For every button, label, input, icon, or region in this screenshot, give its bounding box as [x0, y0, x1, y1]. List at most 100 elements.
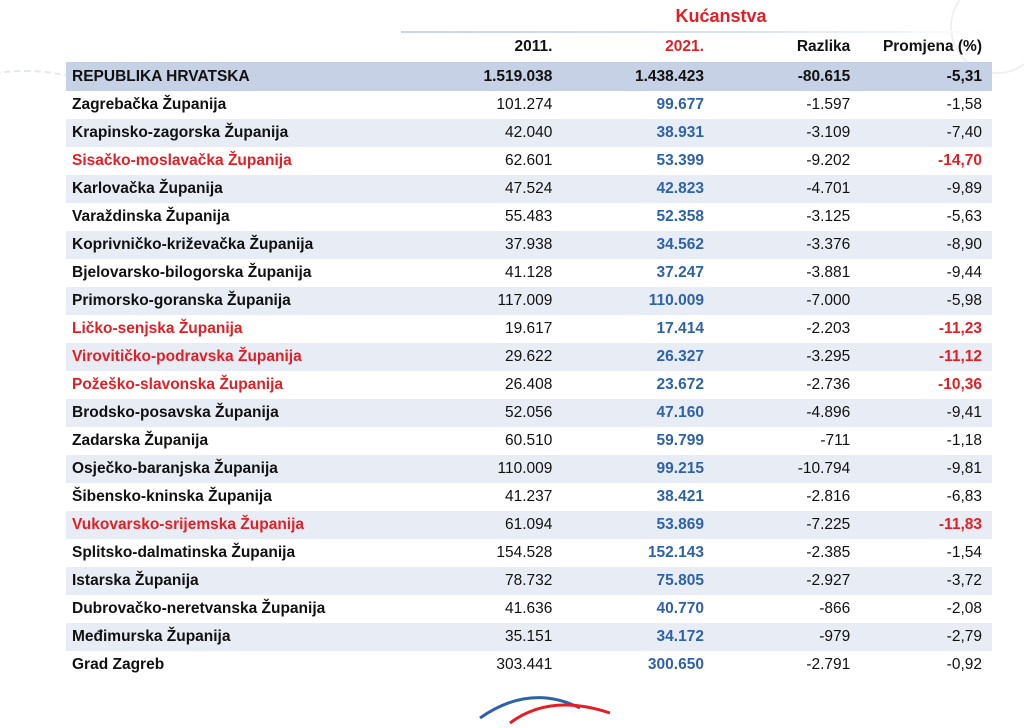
- value-promjena: -9,41: [860, 399, 992, 427]
- value-2011: 37.938: [416, 231, 563, 259]
- county-name: Ličko-senjska Županija: [72, 320, 243, 337]
- value-razlika: -9.202: [806, 152, 851, 169]
- county-name: Brodsko-posavska Županija: [66, 399, 417, 427]
- value-razlika: -2.736: [806, 376, 851, 393]
- value-2021: 38.421: [656, 488, 704, 505]
- value-promjena: -2,79: [860, 623, 992, 651]
- table-row: Međimurska Županija 35.151 34.172 -979 -2,79: [66, 623, 992, 651]
- column-header-2021: 2021.: [665, 38, 704, 55]
- value-promjena: -11,12: [860, 343, 992, 371]
- value-2011: 19.617: [505, 320, 553, 337]
- value-razlika: -979: [713, 623, 861, 651]
- value-razlika: -7.000: [713, 287, 861, 315]
- total-name: REPUBLIKA HRVATSKA: [66, 62, 417, 91]
- value-promjena: -3,72: [860, 567, 992, 595]
- value-promjena: -9,81: [860, 455, 992, 483]
- group-header: Kućanstva: [66, 2, 992, 33]
- total-pct: -5,31: [860, 62, 992, 91]
- value-2021: 53.869: [562, 511, 714, 539]
- value-promjena: -1,18: [946, 432, 982, 449]
- value-2021: 99.677: [656, 96, 704, 113]
- county-name: Varaždinska Županija: [72, 208, 230, 225]
- table-row: Bjelovarsko-bilogorska Županija 41.128 37.…: [66, 259, 992, 287]
- value-2021: 59.799: [656, 432, 704, 449]
- county-name: Karlovačka Županija: [66, 175, 417, 203]
- value-2011: 41.636: [505, 600, 553, 617]
- value-razlika: -711: [820, 432, 851, 449]
- value-2011: 52.056: [416, 399, 563, 427]
- value-2011: 78.732: [416, 567, 563, 595]
- table-row: Koprivničko-križevačka Županija 37.938 34.…: [66, 231, 992, 259]
- value-promjena: -1,54: [946, 544, 982, 561]
- county-name: Osječko-baranjska Županija: [66, 455, 417, 483]
- total-row: REPUBLIKA HRVATSKA 1.519.038 1.438.423 -…: [66, 62, 992, 91]
- value-promjena: -14,70: [938, 152, 982, 169]
- value-promjena: -11,23: [938, 320, 982, 337]
- value-2021: 34.562: [562, 231, 714, 259]
- value-promjena: -0,92: [946, 656, 982, 673]
- group-header-rule: [401, 31, 992, 33]
- value-2011: 41.237: [505, 488, 553, 505]
- value-2021: 17.414: [656, 320, 704, 337]
- table-row: Karlovačka Županija 47.524 42.823 -4.701 -9,…: [66, 175, 992, 203]
- column-header-name: [66, 32, 416, 62]
- value-2011: 154.528: [496, 544, 553, 561]
- table-row: Požeško-slavonska Županija 26.408 23.672 -2…: [66, 371, 992, 399]
- value-2011: 29.622: [416, 343, 563, 371]
- value-promjena: -1,58: [946, 96, 982, 113]
- value-promjena: -9,44: [946, 264, 982, 281]
- county-name: Virovitičko-podravska Županija: [66, 343, 417, 371]
- value-razlika: -4.701: [713, 175, 861, 203]
- value-razlika: -2.791: [806, 656, 851, 673]
- value-2021: 42.823: [562, 175, 714, 203]
- table-row: Grad Zagreb 303.441 300.650 -2.791 -0,92: [66, 651, 992, 679]
- table-row: Primorsko-goranska Županija 117.009 110.00…: [66, 287, 992, 315]
- table-row: Dubrovačko-neretvanska Županija 41.636 40.…: [66, 595, 992, 623]
- table-row: Osječko-baranjska Županija 110.009 99.215-…: [66, 455, 992, 483]
- value-razlika: -3.295: [713, 343, 861, 371]
- value-2011: 303.441: [496, 656, 553, 673]
- value-2021: 75.805: [562, 567, 714, 595]
- table-row: Brodsko-posavska Županija 52.056 47.160 -4.…: [66, 399, 992, 427]
- value-razlika: -2.203: [806, 320, 851, 337]
- county-name: Požeško-slavonska Županija: [72, 376, 284, 393]
- value-2021: 37.247: [656, 264, 704, 281]
- county-name: Šibensko-kninska Županija: [72, 488, 272, 505]
- value-promjena: -10,36: [938, 376, 982, 393]
- value-razlika: -2.816: [806, 488, 851, 505]
- value-2021: 26.327: [562, 343, 714, 371]
- value-razlika: -7.225: [713, 511, 861, 539]
- background-swoosh-left: [0, 70, 90, 112]
- households-table: 2011. 2021. Razlika Promjena (%) REPUBLI…: [66, 32, 992, 679]
- table-row: Ličko-senjska Županija 19.617 17.414 -2.203…: [66, 315, 992, 343]
- value-2011: 61.094: [416, 511, 563, 539]
- column-header-row: 2011. 2021. Razlika Promjena (%): [66, 32, 992, 62]
- value-2021: 47.160: [562, 399, 714, 427]
- county-name: Bjelovarsko-bilogorska Županija: [72, 264, 312, 281]
- table-row: Varaždinska Županija 55.483 52.358 -3.125 -5…: [66, 203, 992, 231]
- value-2021: 40.770: [656, 600, 704, 617]
- table-row: Krapinsko-zagorska Županija 42.040 38.931-…: [66, 119, 992, 147]
- column-header-promjena: Promjena (%): [882, 38, 982, 55]
- county-name: Krapinsko-zagorska Županija: [66, 119, 417, 147]
- value-promjena: -6,83: [946, 488, 982, 505]
- county-name: Grad Zagreb: [72, 656, 165, 673]
- value-promjena: -5,63: [946, 208, 982, 225]
- table-row: Istarska Županija 78.732 75.805 -2.927 -3,72: [66, 567, 992, 595]
- column-header-2011: 2011.: [514, 38, 553, 55]
- table-row: Virovitičko-podravska Županija 29.622 26.3…: [66, 343, 992, 371]
- group-title: Kućanstva: [675, 6, 767, 26]
- value-2011: 117.009: [416, 287, 563, 315]
- households-table-container: Kućanstva 2011. 2021. Razlika Promjena (…: [66, 2, 992, 679]
- logo-swoosh-decoration: [479, 696, 611, 725]
- county-name: Primorsko-goranska Županija: [66, 287, 417, 315]
- value-2011: 55.483: [505, 208, 553, 225]
- table-row: Zagrebačka Županija 101.274 99.677 -1.597 -1…: [66, 91, 992, 119]
- value-2021: 110.009: [562, 287, 714, 315]
- value-razlika: -1.597: [806, 96, 851, 113]
- value-razlika: -3.376: [713, 231, 861, 259]
- value-razlika: -10.794: [713, 455, 861, 483]
- value-razlika: -2.385: [806, 544, 851, 561]
- county-name: Zadarska Županija: [72, 432, 209, 449]
- total-2021: 1.438.423: [562, 62, 714, 91]
